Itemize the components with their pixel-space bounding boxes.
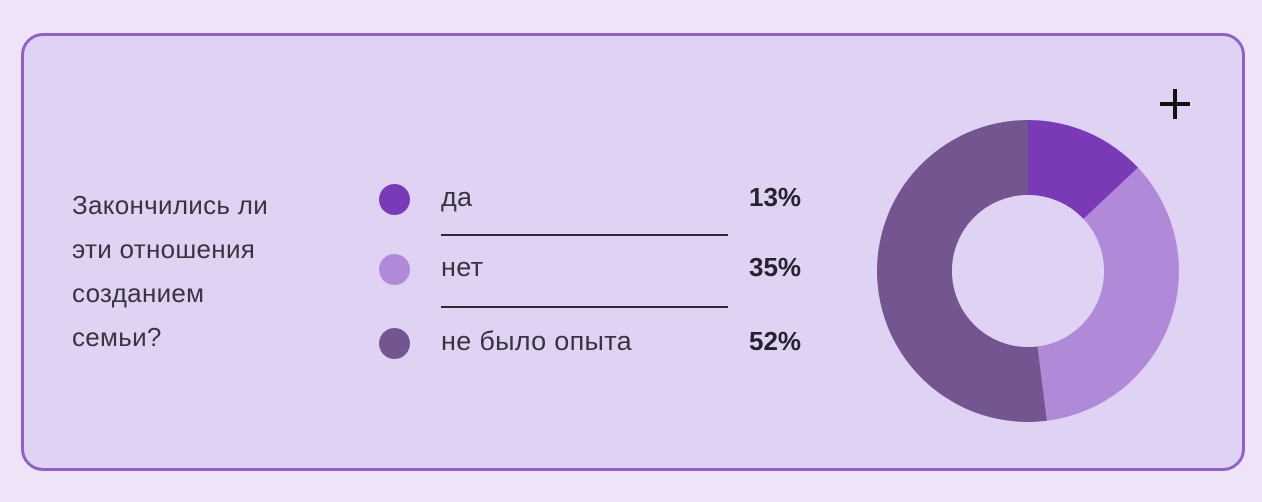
legend-divider — [441, 306, 728, 308]
donut-slice-2 — [877, 119, 1047, 422]
legend-dot-da — [379, 184, 410, 215]
legend-item-net: нет 35% — [379, 250, 819, 290]
legend-item-no-experience: не было опыта 52% — [379, 324, 819, 364]
question-text: Закончились ли эти отношения созданием с… — [72, 183, 342, 359]
legend-label: не было опыта — [441, 326, 632, 356]
chart-card: Закончились ли эти отношения созданием с… — [21, 33, 1245, 471]
donut-slice-1 — [1037, 167, 1179, 421]
question-line-4: семьи? — [72, 322, 162, 352]
legend-label: да — [441, 182, 473, 212]
legend-item-da: да 13% — [379, 180, 819, 220]
legend-value: 13% — [749, 182, 802, 212]
legend-dot-no-experience — [379, 328, 410, 359]
donut-slice-0 — [1028, 120, 1139, 219]
donut-hole — [952, 195, 1104, 347]
plus-icon[interactable] — [1155, 84, 1195, 124]
legend-label: нет — [441, 252, 484, 282]
legend-divider — [441, 234, 728, 236]
question-line-2: эти отношения — [72, 234, 256, 264]
question-line-3: созданием — [72, 278, 205, 308]
question-line-1: Закончились ли — [72, 190, 269, 220]
legend-value: 52% — [749, 326, 802, 356]
donut-chart — [877, 119, 1179, 422]
legend-value: 35% — [749, 252, 802, 282]
legend-dot-net — [379, 254, 410, 285]
